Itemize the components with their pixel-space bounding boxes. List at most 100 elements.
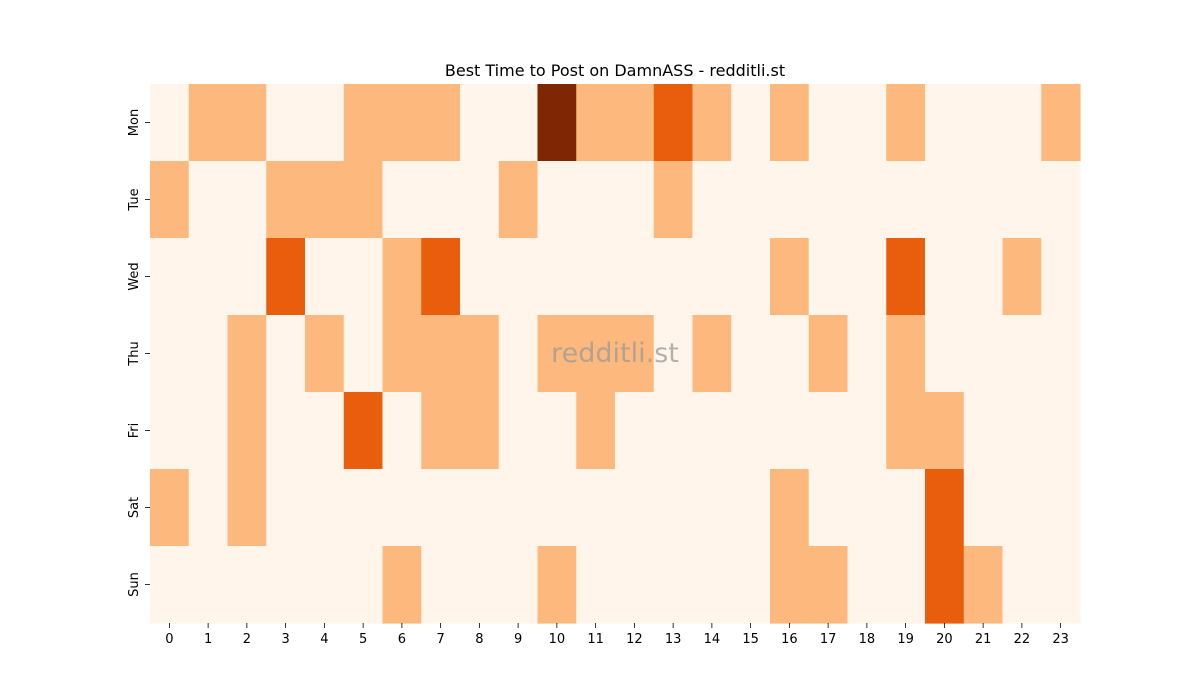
heatmap-cell-sat-18 xyxy=(847,469,887,547)
x-tick-label: 4 xyxy=(320,632,328,647)
heatmap-cell-thu-0 xyxy=(150,315,190,393)
watermark: redditli.st xyxy=(551,338,679,369)
heatmap-cell-tue-12 xyxy=(615,161,655,239)
heatmap-cell-fri-1 xyxy=(188,392,229,470)
heatmap-cell-sat-20 xyxy=(925,469,965,547)
heatmap-cell-mon-11 xyxy=(576,84,616,162)
heatmap-cell-mon-14 xyxy=(692,84,732,162)
heatmap-cell-fri-2 xyxy=(227,392,267,470)
heatmap-cell-mon-8 xyxy=(460,84,500,162)
heatmap-cell-sun-8 xyxy=(460,546,500,624)
heatmap-cell-sat-1 xyxy=(188,469,229,547)
heatmap-cell-fri-19 xyxy=(886,392,926,470)
heatmap-cell-sat-15 xyxy=(731,469,771,547)
heatmap-cell-sun-4 xyxy=(305,546,345,624)
heatmap-cell-fri-18 xyxy=(847,392,887,470)
y-tick-label: Sun xyxy=(127,572,142,597)
heatmap-cell-mon-9 xyxy=(498,84,539,162)
heatmap-cell-fri-11 xyxy=(576,392,616,470)
heatmap-cell-thu-2 xyxy=(227,315,267,393)
heatmap-cell-sat-21 xyxy=(963,469,1004,547)
heatmap-cell-wed-14 xyxy=(692,238,732,316)
heatmap-cell-tue-21 xyxy=(963,161,1004,239)
x-tick-label: 20 xyxy=(936,632,953,647)
x-tick-label: 14 xyxy=(704,632,721,647)
heatmap-cell-wed-21 xyxy=(963,238,1004,316)
heatmap-cell-sun-7 xyxy=(421,546,461,624)
heatmap-cell-fri-9 xyxy=(498,392,539,470)
heatmap-cell-sat-6 xyxy=(382,469,422,547)
y-tick-label: Fri xyxy=(127,423,142,439)
heatmap-cell-thu-20 xyxy=(925,315,965,393)
heatmap-cell-mon-22 xyxy=(1002,84,1042,162)
x-tick-label: 22 xyxy=(1014,632,1031,647)
heatmap-cell-sat-17 xyxy=(808,469,849,547)
heatmap-cell-wed-6 xyxy=(382,238,422,316)
heatmap-cell-tue-5 xyxy=(343,161,384,239)
heatmap-cell-fri-4 xyxy=(305,392,345,470)
heatmap-cell-sun-20 xyxy=(925,546,965,624)
heatmap-cell-sun-14 xyxy=(692,546,732,624)
heatmap-cell-mon-18 xyxy=(847,84,887,162)
heatmap-cell-fri-22 xyxy=(1002,392,1042,470)
heatmap-cell-mon-6 xyxy=(382,84,422,162)
heatmap-cell-thu-4 xyxy=(305,315,345,393)
heatmap-cell-thu-11 xyxy=(576,315,616,393)
heatmap-cell-thu-1 xyxy=(188,315,229,393)
heatmap-cell-mon-1 xyxy=(188,84,229,162)
heatmap-cell-thu-16 xyxy=(770,315,810,393)
x-tick-label: 3 xyxy=(281,632,289,647)
heatmap-cell-wed-4 xyxy=(305,238,345,316)
heatmap-cell-sat-0 xyxy=(150,469,190,547)
heatmap-cell-tue-15 xyxy=(731,161,771,239)
heatmap-cell-mon-5 xyxy=(343,84,384,162)
heatmap-cell-sun-10 xyxy=(537,546,577,624)
x-tick-label: 16 xyxy=(781,632,798,647)
heatmap-cell-sat-9 xyxy=(498,469,539,547)
heatmap-cell-fri-21 xyxy=(963,392,1004,470)
x-tick-label: 2 xyxy=(243,632,251,647)
heatmap-cell-sun-18 xyxy=(847,546,887,624)
heatmap-cell-tue-22 xyxy=(1002,161,1042,239)
heatmap-cell-sun-5 xyxy=(343,546,384,624)
heatmap-cell-fri-17 xyxy=(808,392,849,470)
x-tick-label: 13 xyxy=(665,632,682,647)
heatmap-cell-sun-11 xyxy=(576,546,616,624)
heatmap-cell-sat-23 xyxy=(1041,469,1081,547)
heatmap-cell-wed-12 xyxy=(615,238,655,316)
heatmap-cell-sat-4 xyxy=(305,469,345,547)
heatmap-cell-mon-15 xyxy=(731,84,771,162)
x-tick-label: 21 xyxy=(975,632,992,647)
y-tick-label: Wed xyxy=(127,262,142,290)
x-tick-label: 9 xyxy=(514,632,522,647)
heatmap-cell-fri-14 xyxy=(692,392,732,470)
chart-title: Best Time to Post on DamnASS - redditli.… xyxy=(445,61,785,80)
heatmap-cell-tue-9 xyxy=(498,161,539,239)
heatmap-cell-wed-8 xyxy=(460,238,500,316)
heatmap-cell-mon-19 xyxy=(886,84,926,162)
heatmap-cell-fri-13 xyxy=(653,392,694,470)
heatmap-cell-fri-8 xyxy=(460,392,500,470)
heatmap-cell-sun-16 xyxy=(770,546,810,624)
x-tick-label: 18 xyxy=(859,632,876,647)
heatmap-cell-thu-6 xyxy=(382,315,422,393)
x-tick-label: 7 xyxy=(436,632,444,647)
heatmap-cell-thu-13 xyxy=(653,315,694,393)
heatmap-cell-tue-8 xyxy=(460,161,500,239)
x-tick-label: 0 xyxy=(165,632,173,647)
heatmap-cell-thu-3 xyxy=(266,315,306,393)
heatmap-cell-mon-13 xyxy=(653,84,694,162)
heatmap-cell-wed-7 xyxy=(421,238,461,316)
heatmap-cell-mon-12 xyxy=(615,84,655,162)
heatmap-cell-sun-19 xyxy=(886,546,926,624)
heatmap-cell-wed-16 xyxy=(770,238,810,316)
heatmap-cell-sat-10 xyxy=(537,469,577,547)
x-tick-label: 15 xyxy=(742,632,759,647)
heatmap-cell-fri-6 xyxy=(382,392,422,470)
heatmap-cell-wed-3 xyxy=(266,238,306,316)
heatmap-cell-sat-16 xyxy=(770,469,810,547)
heatmap-cell-fri-10 xyxy=(537,392,577,470)
heatmap-cell-mon-4 xyxy=(305,84,345,162)
heatmap-cell-sun-3 xyxy=(266,546,306,624)
